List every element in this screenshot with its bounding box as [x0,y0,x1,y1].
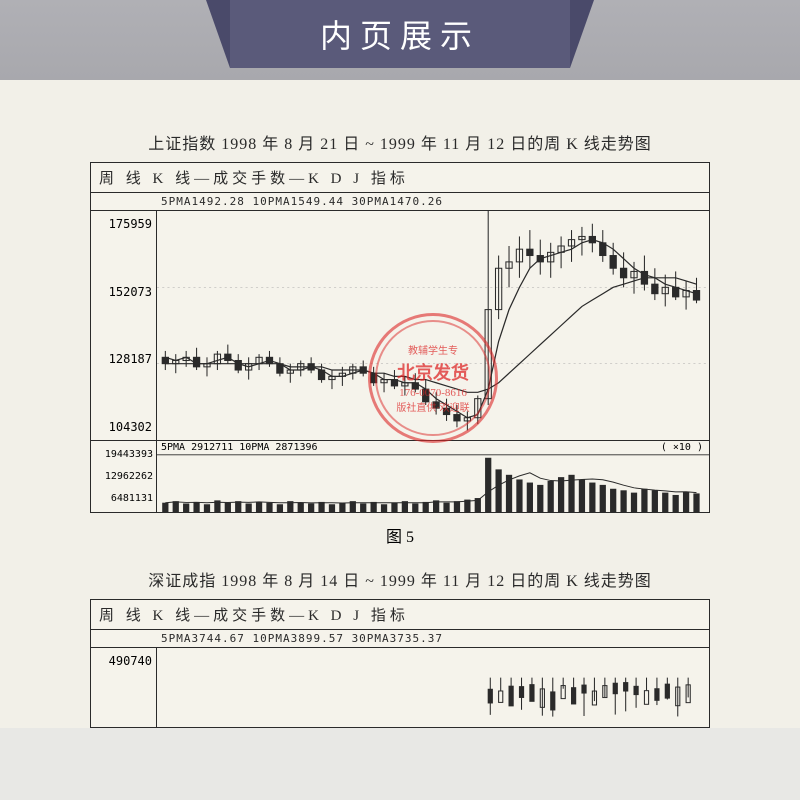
chart1-plot: 教辅学生专 北京发货 176-0070-8616 版社直供·欢迎联 [157,211,709,440]
chart1-volume: 19443393 12962262 6481131 5PMA 2912711 1… [91,440,709,512]
chart1-main: 175959 152073 128187 104302 教辅学生专 北京发货 1… [91,210,709,440]
chart2-plot [157,648,709,727]
figure-label: 图 5 [90,523,710,547]
chart2-title: 深证成指 1998 年 8 月 14 日 ~ 1999 年 11 月 12 日的… [90,567,710,591]
y-tick: 152073 [95,285,152,299]
chart1-subtitle: 周 线 K 线—成交手数—K D J 指标 [91,163,709,193]
header-title: 内页展示 [320,11,480,57]
y-tick: 175959 [95,217,152,231]
chart1-y-axis: 175959 152073 128187 104302 [91,211,157,440]
vol-tick: 12962262 [94,471,153,482]
header-banner: 内页展示 [230,0,570,68]
content-area: 上证指数 1998 年 8 月 21 日 ~ 1999 年 11 月 12 日的… [0,80,800,728]
vol-tick: 19443393 [94,449,153,460]
vol-plot: 5PMA 2912711 10PMA 2871396 ( ×10 ) [157,441,709,512]
chart2-y-axis: 490740 [91,648,157,727]
chart2-subtitle: 周 线 K 线—成交手数—K D J 指标 [91,600,709,630]
vol-tick: 6481131 [94,493,153,504]
page-header: 内页展示 [0,0,800,80]
chart2-box: 周 线 K 线—成交手数—K D J 指标 5PMA3744.67 10PMA3… [90,599,710,728]
vol-y-axis: 19443393 12962262 6481131 [91,441,157,512]
y-tick: 104302 [95,420,152,434]
chart1-box: 周 线 K 线—成交手数—K D J 指标 5PMA1492.28 10PMA1… [90,162,710,513]
chart1-title: 上证指数 1998 年 8 月 21 日 ~ 1999 年 11 月 12 日的… [90,130,710,154]
chart2-main: 490740 [91,647,709,727]
chart1-ma-labels: 5PMA1492.28 10PMA1549.44 30PMA1470.26 [91,193,709,210]
y-tick: 490740 [95,654,152,668]
y-tick: 128187 [95,352,152,366]
chart2-ma-labels: 5PMA3744.67 10PMA3899.57 30PMA3735.37 [91,630,709,647]
